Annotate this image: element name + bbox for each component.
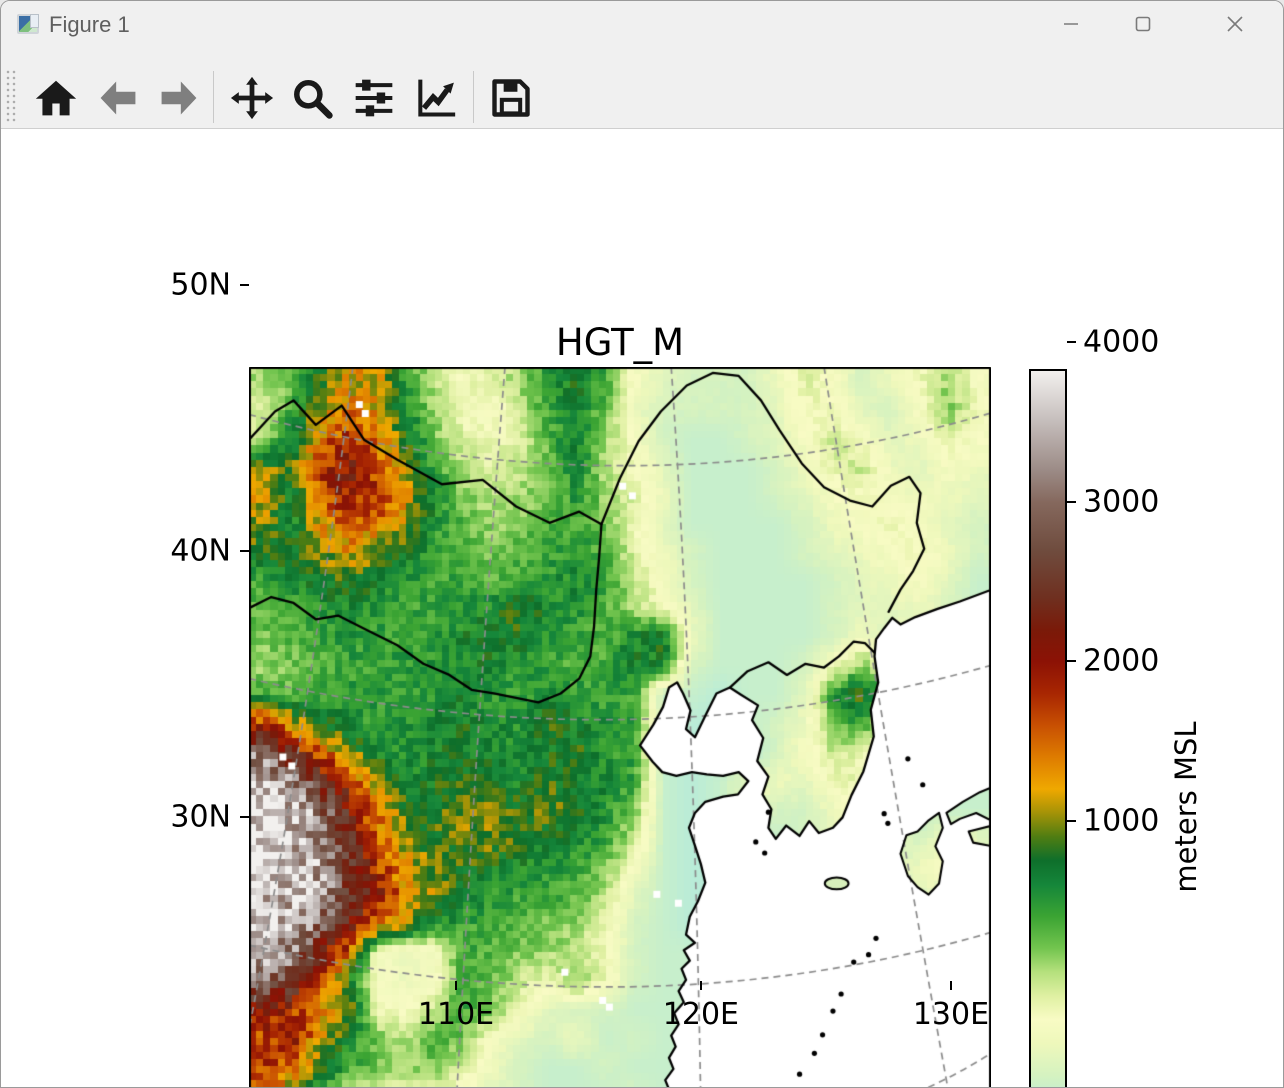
home-button[interactable] xyxy=(33,75,79,121)
magnifier-icon xyxy=(294,80,333,119)
navigation-toolbar xyxy=(1,49,1283,129)
x-tick-mark xyxy=(455,981,458,990)
x-tick-label: 130E xyxy=(912,997,990,1032)
y-tick-label: 50N xyxy=(170,267,231,303)
colorbar-tick-mark xyxy=(1067,660,1076,663)
colorbar-label: meters MSL xyxy=(1169,721,1203,893)
back-button[interactable] xyxy=(95,75,141,121)
edit-axes-button[interactable] xyxy=(412,75,458,121)
y-tick-mark xyxy=(240,816,249,819)
figure-canvas-area: HGT_M 110E 120E 130E 50N 40N 30N 1000 2000 300… xyxy=(1,129,1283,1087)
colorbar-tick-mark xyxy=(1067,500,1076,503)
forward-arrow-icon xyxy=(161,81,197,115)
save-button[interactable] xyxy=(488,75,534,121)
close-icon xyxy=(1227,16,1243,32)
toolbar-drag-handle[interactable] xyxy=(5,69,17,123)
matplotlib-app-icon xyxy=(17,14,39,34)
forward-button[interactable] xyxy=(156,75,202,121)
colorbar-tick-mark xyxy=(1067,820,1076,823)
save-floppy-icon xyxy=(492,79,530,117)
terrain-map-canvas[interactable] xyxy=(249,367,991,1087)
colorbar-tick-label: 1000 xyxy=(1083,803,1160,839)
colorbar-tick-label: 4000 xyxy=(1083,324,1160,360)
close-button[interactable] xyxy=(1207,1,1263,47)
x-tick-mark xyxy=(699,981,702,990)
toolbar-separator xyxy=(213,71,214,123)
window-title: Figure 1 xyxy=(49,12,130,37)
axes-edit-icon xyxy=(418,79,456,117)
y-tick-label: 40N xyxy=(170,533,231,569)
zoom-rect-button[interactable] xyxy=(289,75,335,121)
minimize-button[interactable] xyxy=(1043,1,1099,47)
x-tick-mark xyxy=(949,981,952,990)
sliders-icon xyxy=(355,79,393,117)
map-axes[interactable] xyxy=(249,367,991,1087)
x-tick-label: 110E xyxy=(417,997,495,1032)
plot-title: HGT_M xyxy=(555,321,685,364)
y-tick-mark xyxy=(240,550,249,552)
pan-button[interactable] xyxy=(229,75,275,121)
colorbar-tick-label: 3000 xyxy=(1083,484,1160,520)
maximize-icon xyxy=(1135,16,1151,32)
minimize-icon xyxy=(1064,23,1078,25)
configure-subplots-button[interactable] xyxy=(351,75,397,121)
home-icon xyxy=(35,80,77,116)
colorbar-tick-mark xyxy=(1067,340,1076,343)
x-tick-label: 120E xyxy=(662,997,739,1032)
pan-move-icon xyxy=(230,76,274,120)
y-tick-mark xyxy=(240,284,249,286)
back-arrow-icon xyxy=(100,81,136,115)
title-bar[interactable]: Figure 1 xyxy=(1,1,1283,49)
y-tick-label: 30N xyxy=(170,799,231,835)
maximize-button[interactable] xyxy=(1115,1,1171,47)
colorbar-tick-label: 2000 xyxy=(1083,643,1160,679)
colorbar xyxy=(1029,369,1067,1087)
toolbar-separator xyxy=(473,71,474,123)
